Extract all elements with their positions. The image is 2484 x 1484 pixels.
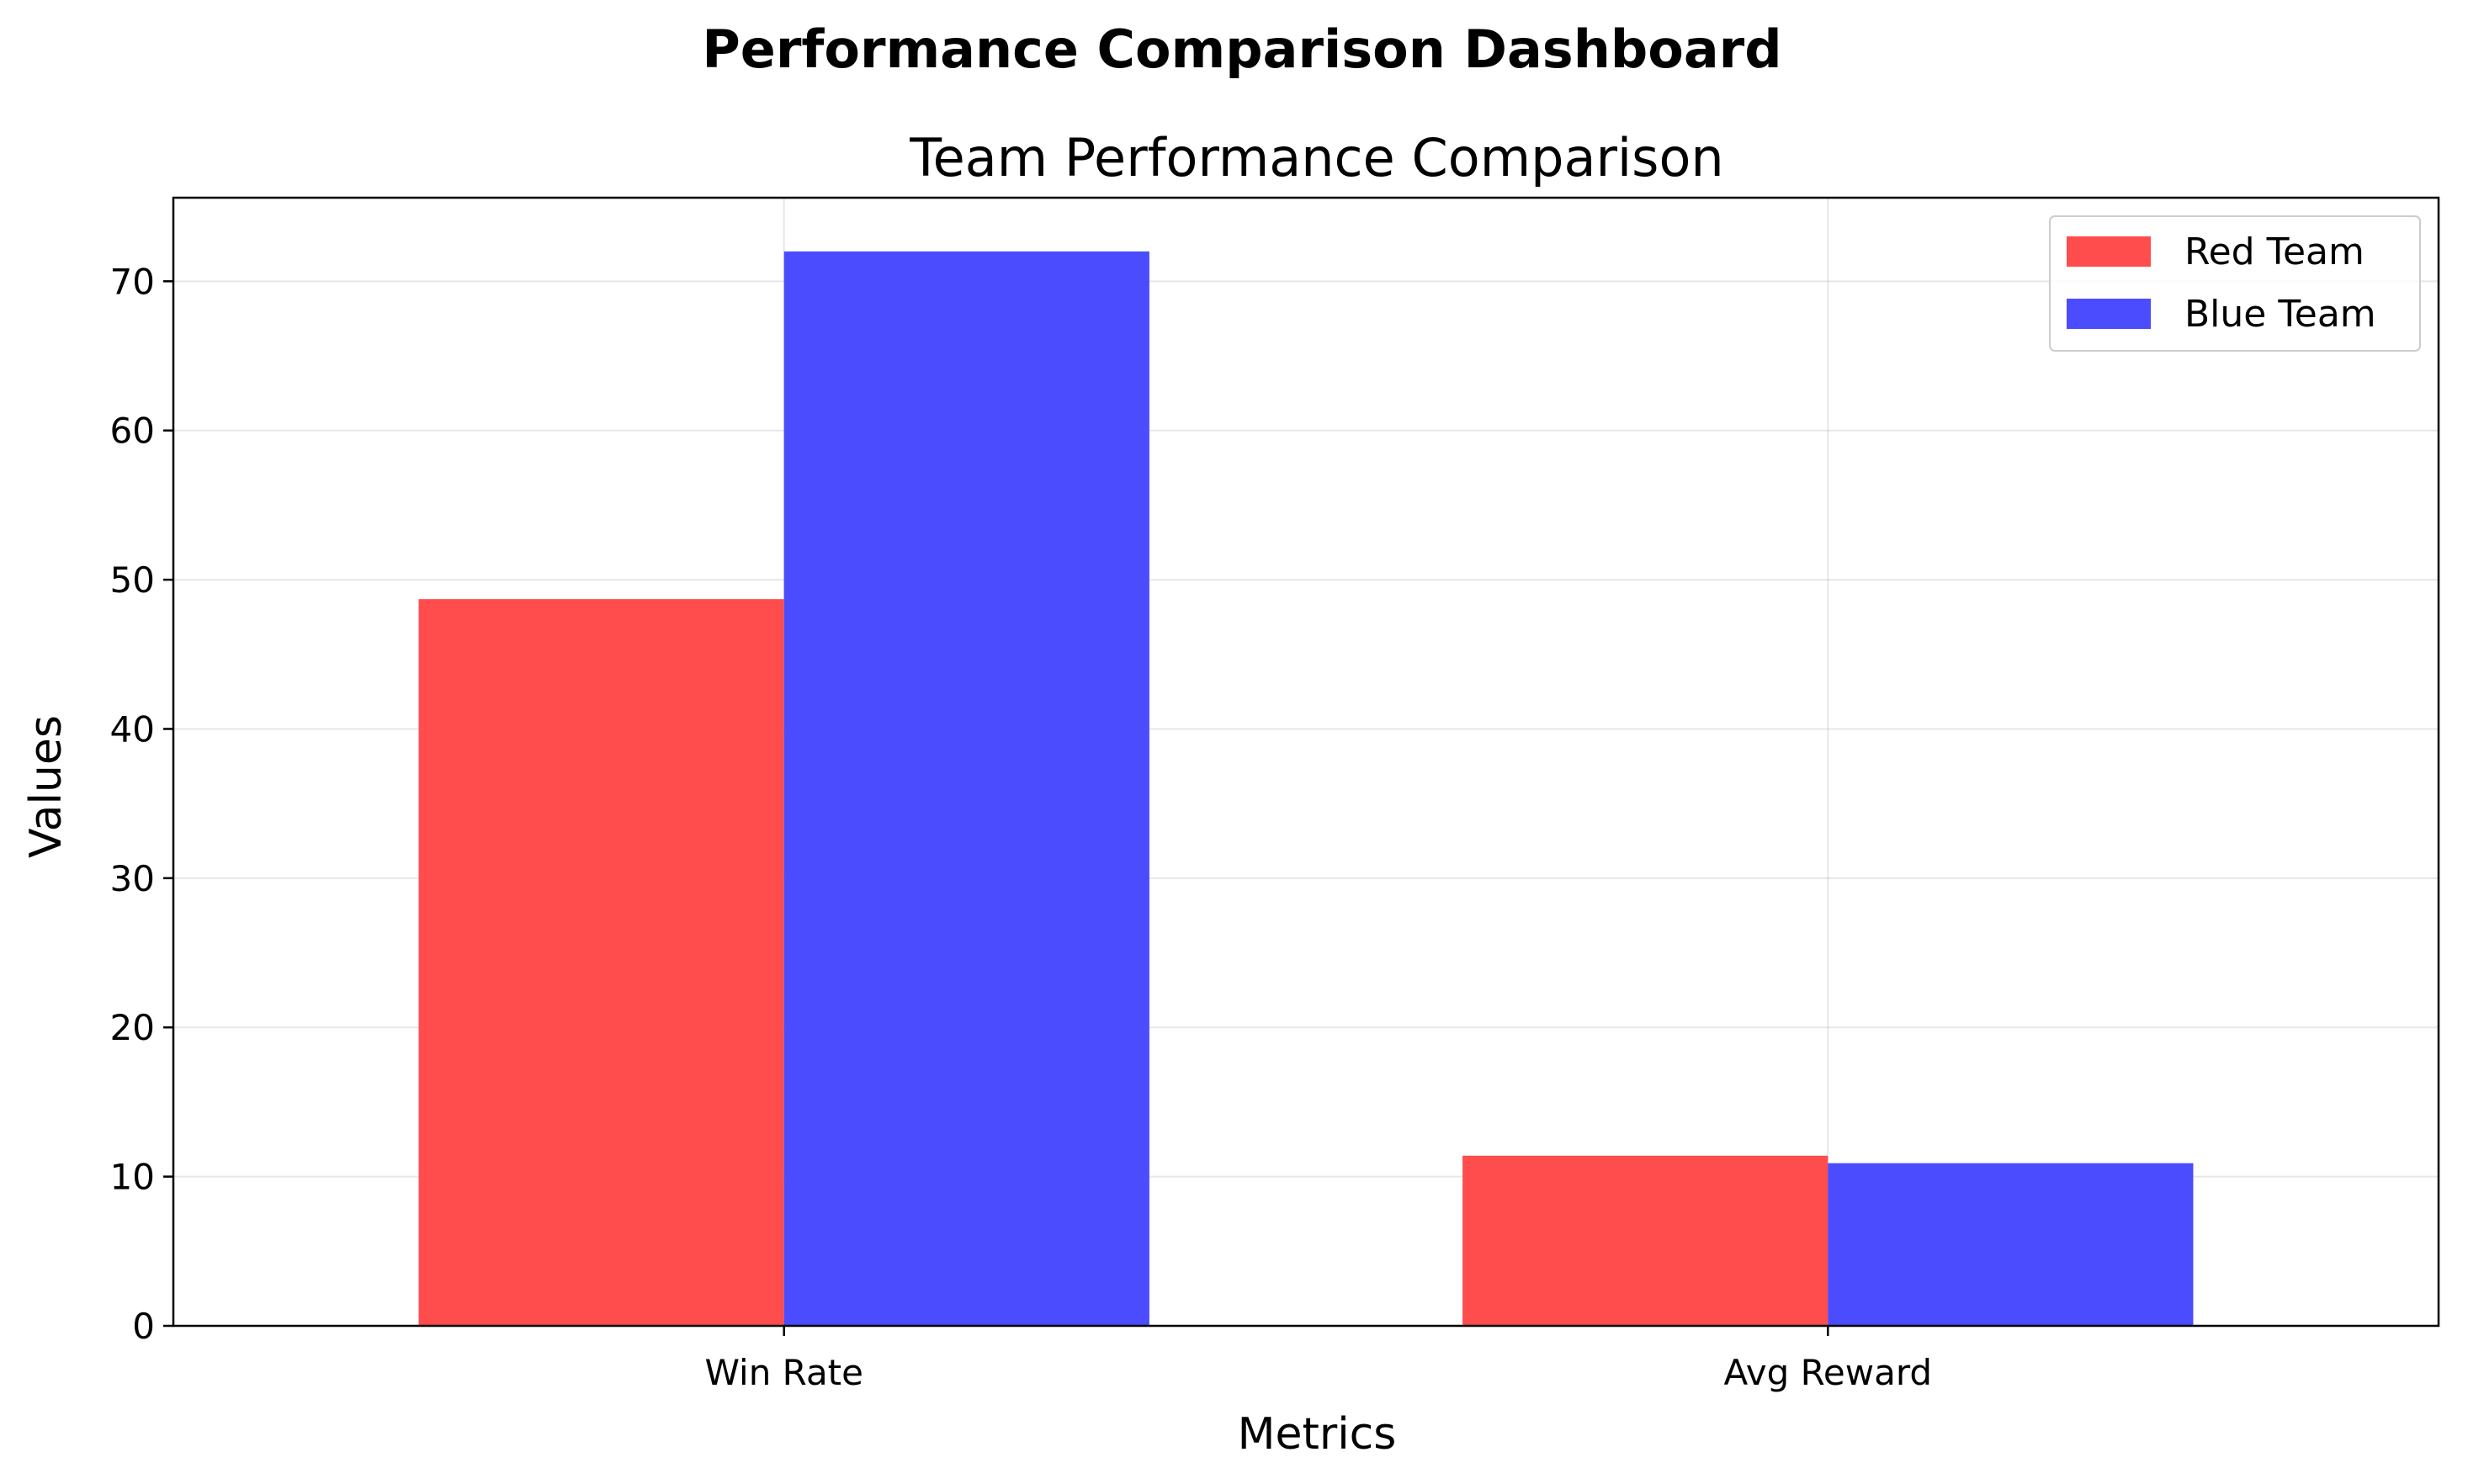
legend-swatch-blue-team xyxy=(2067,299,2151,329)
chart-title: Team Performance Comparison xyxy=(909,127,1723,188)
bar-blue-team-avg-reward xyxy=(1828,1163,2194,1326)
bar-blue-team-win-rate xyxy=(783,251,1149,1326)
y-tick-label: 30 xyxy=(110,858,155,899)
x-axis-label: Metrics xyxy=(1238,1409,1397,1460)
y-tick-label: 40 xyxy=(110,708,155,750)
axes-frame xyxy=(172,196,2440,1328)
bar-red-team-win-rate xyxy=(418,599,784,1326)
y-tick-label: 70 xyxy=(110,261,155,302)
legend-label: Red Team xyxy=(2184,231,2365,273)
legend-swatch-red-team xyxy=(2067,236,2151,267)
legend-label: Blue Team xyxy=(2184,293,2376,336)
y-tick-label: 60 xyxy=(110,411,155,452)
x-tick-label: Win Rate xyxy=(704,1352,863,1393)
bar-red-team-avg-reward xyxy=(1462,1155,1828,1326)
y-tick-label: 0 xyxy=(132,1306,155,1347)
y-axis-label: Values xyxy=(21,715,72,858)
figure-suptitle: Performance Comparison Dashboard xyxy=(702,19,1781,80)
y-tick-label: 20 xyxy=(110,1007,155,1048)
y-tick-label: 50 xyxy=(110,559,155,601)
plot-area: 0 10 20 30 40 50 60 70 Win Rate Avg Reward Red Tea… xyxy=(110,196,2440,1393)
y-tick-label: 10 xyxy=(110,1157,155,1198)
x-tick-label: Avg Reward xyxy=(1723,1352,1932,1393)
